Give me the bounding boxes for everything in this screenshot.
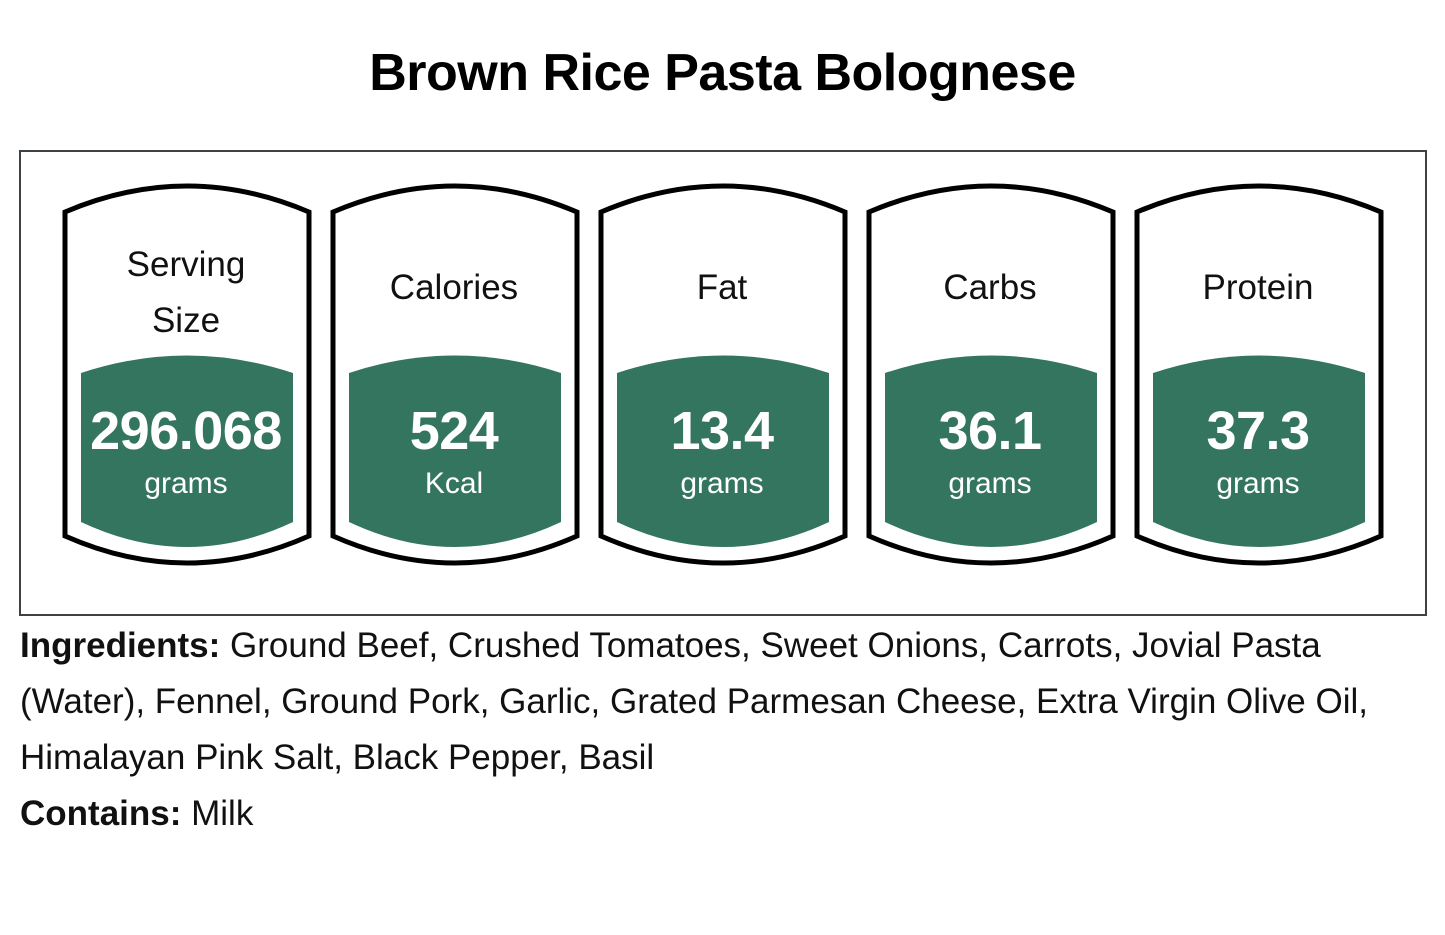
card-unit: Kcal bbox=[424, 467, 484, 500]
allergens-section: Contains: Milk bbox=[20, 786, 253, 842]
card-label: Carbs bbox=[943, 268, 1037, 307]
card-value: 13.4 bbox=[670, 401, 774, 461]
card-value: 36.1 bbox=[938, 401, 1042, 461]
ingredients-label: Ingredients: bbox=[20, 626, 221, 665]
card-shape-icon bbox=[598, 183, 848, 566]
card-shape-icon bbox=[866, 183, 1116, 566]
contains-text: Milk bbox=[181, 794, 254, 833]
nutrition-card-protein: Protein 37.3 grams bbox=[1133, 180, 1384, 570]
card-value: 37.3 bbox=[1206, 401, 1310, 461]
nutrition-panel bbox=[19, 150, 1427, 616]
nutrition-card-carbs: Carbs 36.1 grams bbox=[865, 180, 1116, 570]
card-label: Serving Size bbox=[61, 237, 311, 349]
card-label-line-2: Size bbox=[151, 301, 221, 340]
card-label: Fat bbox=[696, 268, 748, 307]
card-unit: grams bbox=[144, 467, 228, 500]
card-shape-icon bbox=[330, 183, 580, 566]
nutrition-card-calories: Calories 524 Kcal bbox=[329, 180, 580, 570]
card-unit: grams bbox=[680, 467, 764, 500]
nutrition-card-fat: Fat 13.4 grams bbox=[597, 180, 848, 570]
card-unit: grams bbox=[1216, 467, 1300, 500]
card-shape-icon bbox=[62, 183, 312, 566]
card-label-line-1: Serving bbox=[126, 245, 246, 284]
card-shape-icon bbox=[1134, 183, 1384, 566]
card-value: 524 bbox=[409, 401, 499, 461]
card-label: Protein bbox=[1202, 268, 1314, 307]
card-value: 296.068 bbox=[90, 401, 282, 461]
contains-label: Contains: bbox=[20, 794, 182, 833]
card-unit: grams bbox=[948, 467, 1032, 500]
nutrition-card-serving-size: Serving Size 296.068 grams bbox=[61, 180, 312, 570]
card-label: Calories bbox=[389, 268, 519, 307]
page-title: Brown Rice Pasta Bolognese bbox=[369, 44, 1076, 102]
ingredients-text: Ground Beef, Crushed Tomatoes, Sweet Oni… bbox=[20, 626, 1368, 777]
ingredients-section: Ingredients: Ground Beef, Crushed Tomato… bbox=[20, 618, 1425, 786]
